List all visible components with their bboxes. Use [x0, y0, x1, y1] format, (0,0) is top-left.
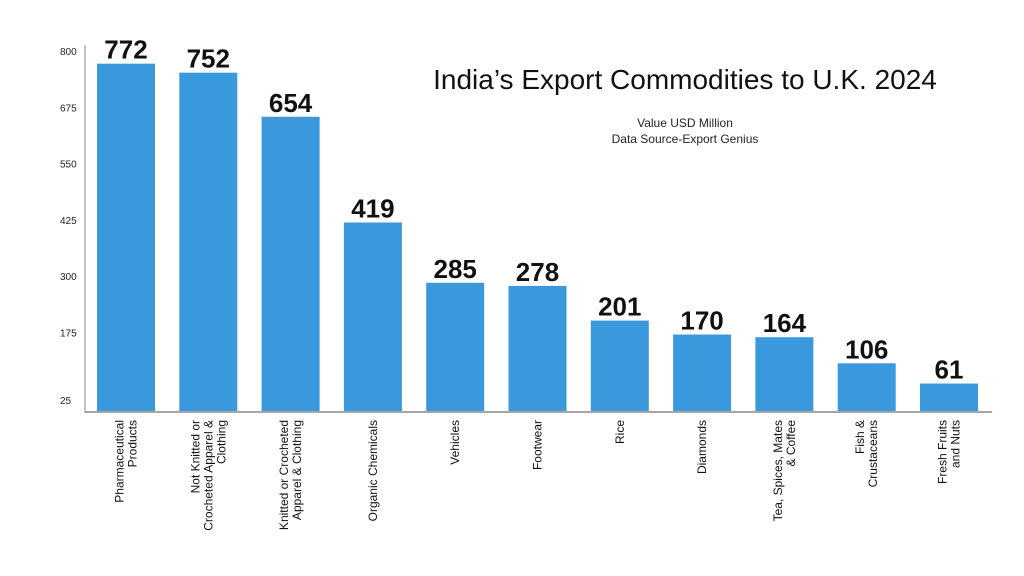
x-category-label: Knitted or Crocheted Apparel & Clothing	[277, 420, 304, 530]
bar	[673, 334, 732, 411]
bar-value-label: 170	[680, 306, 723, 336]
x-category-label: Not Knitted or Crocheted Apparel & Clothin…	[188, 420, 228, 531]
x-category-label-line: Products	[126, 420, 140, 467]
x-category-label: Rice	[613, 420, 627, 444]
y-tick-label: 425	[60, 216, 77, 227]
bar-value-label: 419	[351, 193, 394, 223]
x-category-label: Footwear	[531, 420, 545, 470]
x-category-label-line: and Nuts	[949, 420, 963, 468]
chart-subtitle-source: Data Source-Export Genius	[611, 132, 759, 146]
chart-title: India’s Export Commodities to U.K. 2024	[433, 64, 937, 95]
x-category-label-line: Crustaceans	[866, 420, 880, 487]
bar	[426, 282, 485, 411]
x-category-label-line: Rice	[613, 420, 627, 444]
x-category-label: Tea, Spices, Mates & Coffee	[771, 420, 798, 522]
y-tick-label: 300	[60, 272, 77, 283]
x-category-label: Pharmaceutical Products	[113, 420, 140, 503]
bar-value-label: 654	[269, 88, 313, 118]
x-category-label: Organic Chemicals	[366, 420, 380, 521]
x-category-label-line: Crocheted Apparel &	[201, 420, 215, 531]
x-category-label-line: Fish &	[853, 420, 867, 454]
bar	[508, 285, 567, 411]
bar	[261, 116, 320, 411]
x-category-label-line: Apparel & Clothing	[290, 420, 304, 520]
y-tick-label: 800	[60, 47, 77, 58]
x-category-label-line: Footwear	[531, 420, 545, 470]
bar	[179, 72, 238, 411]
x-category-label-line: Not Knitted or	[188, 420, 202, 493]
bar	[97, 63, 155, 412]
x-category-label: Vehicles	[448, 420, 462, 465]
bar-value-label: 752	[187, 44, 230, 74]
x-category-label-line: Pharmaceutical	[113, 420, 127, 503]
x-category-label-line: Fresh Fruits	[936, 420, 950, 484]
bar	[920, 383, 978, 411]
bar	[343, 222, 402, 411]
x-category-label: Fresh Fruits and Nuts	[936, 420, 963, 484]
bar	[837, 363, 896, 411]
y-tick-label: 550	[60, 160, 77, 171]
y-tick-label: 175	[60, 328, 77, 339]
x-category-label-line: Diamonds	[695, 420, 709, 474]
y-tick-label: 675	[60, 103, 77, 114]
bar-value-label: 772	[104, 35, 147, 65]
x-category-label-line: Vehicles	[448, 420, 462, 465]
x-category-label: Fish & Crustaceans	[853, 420, 880, 487]
x-category-label-line: Clothing	[214, 420, 228, 464]
x-category-label-line: Knitted or Crocheted	[277, 420, 291, 530]
x-category-label-line: & Coffee	[784, 420, 798, 467]
bar	[755, 337, 814, 411]
bar	[590, 320, 649, 411]
bar-value-label: 164	[763, 308, 807, 338]
x-category-label: Diamonds	[695, 420, 709, 474]
x-category-label-line: Organic Chemicals	[366, 420, 380, 521]
bar-value-label: 278	[516, 257, 559, 287]
bar-value-label: 201	[598, 292, 641, 322]
bar-value-label: 106	[845, 334, 888, 364]
chart-subtitle-units: Value USD Million	[637, 116, 733, 130]
bar-value-label: 61	[935, 355, 964, 385]
bar-value-label: 285	[434, 254, 477, 284]
y-tick-label: 25	[60, 396, 72, 407]
x-category-label-line: Tea, Spices, Mates	[771, 420, 785, 521]
